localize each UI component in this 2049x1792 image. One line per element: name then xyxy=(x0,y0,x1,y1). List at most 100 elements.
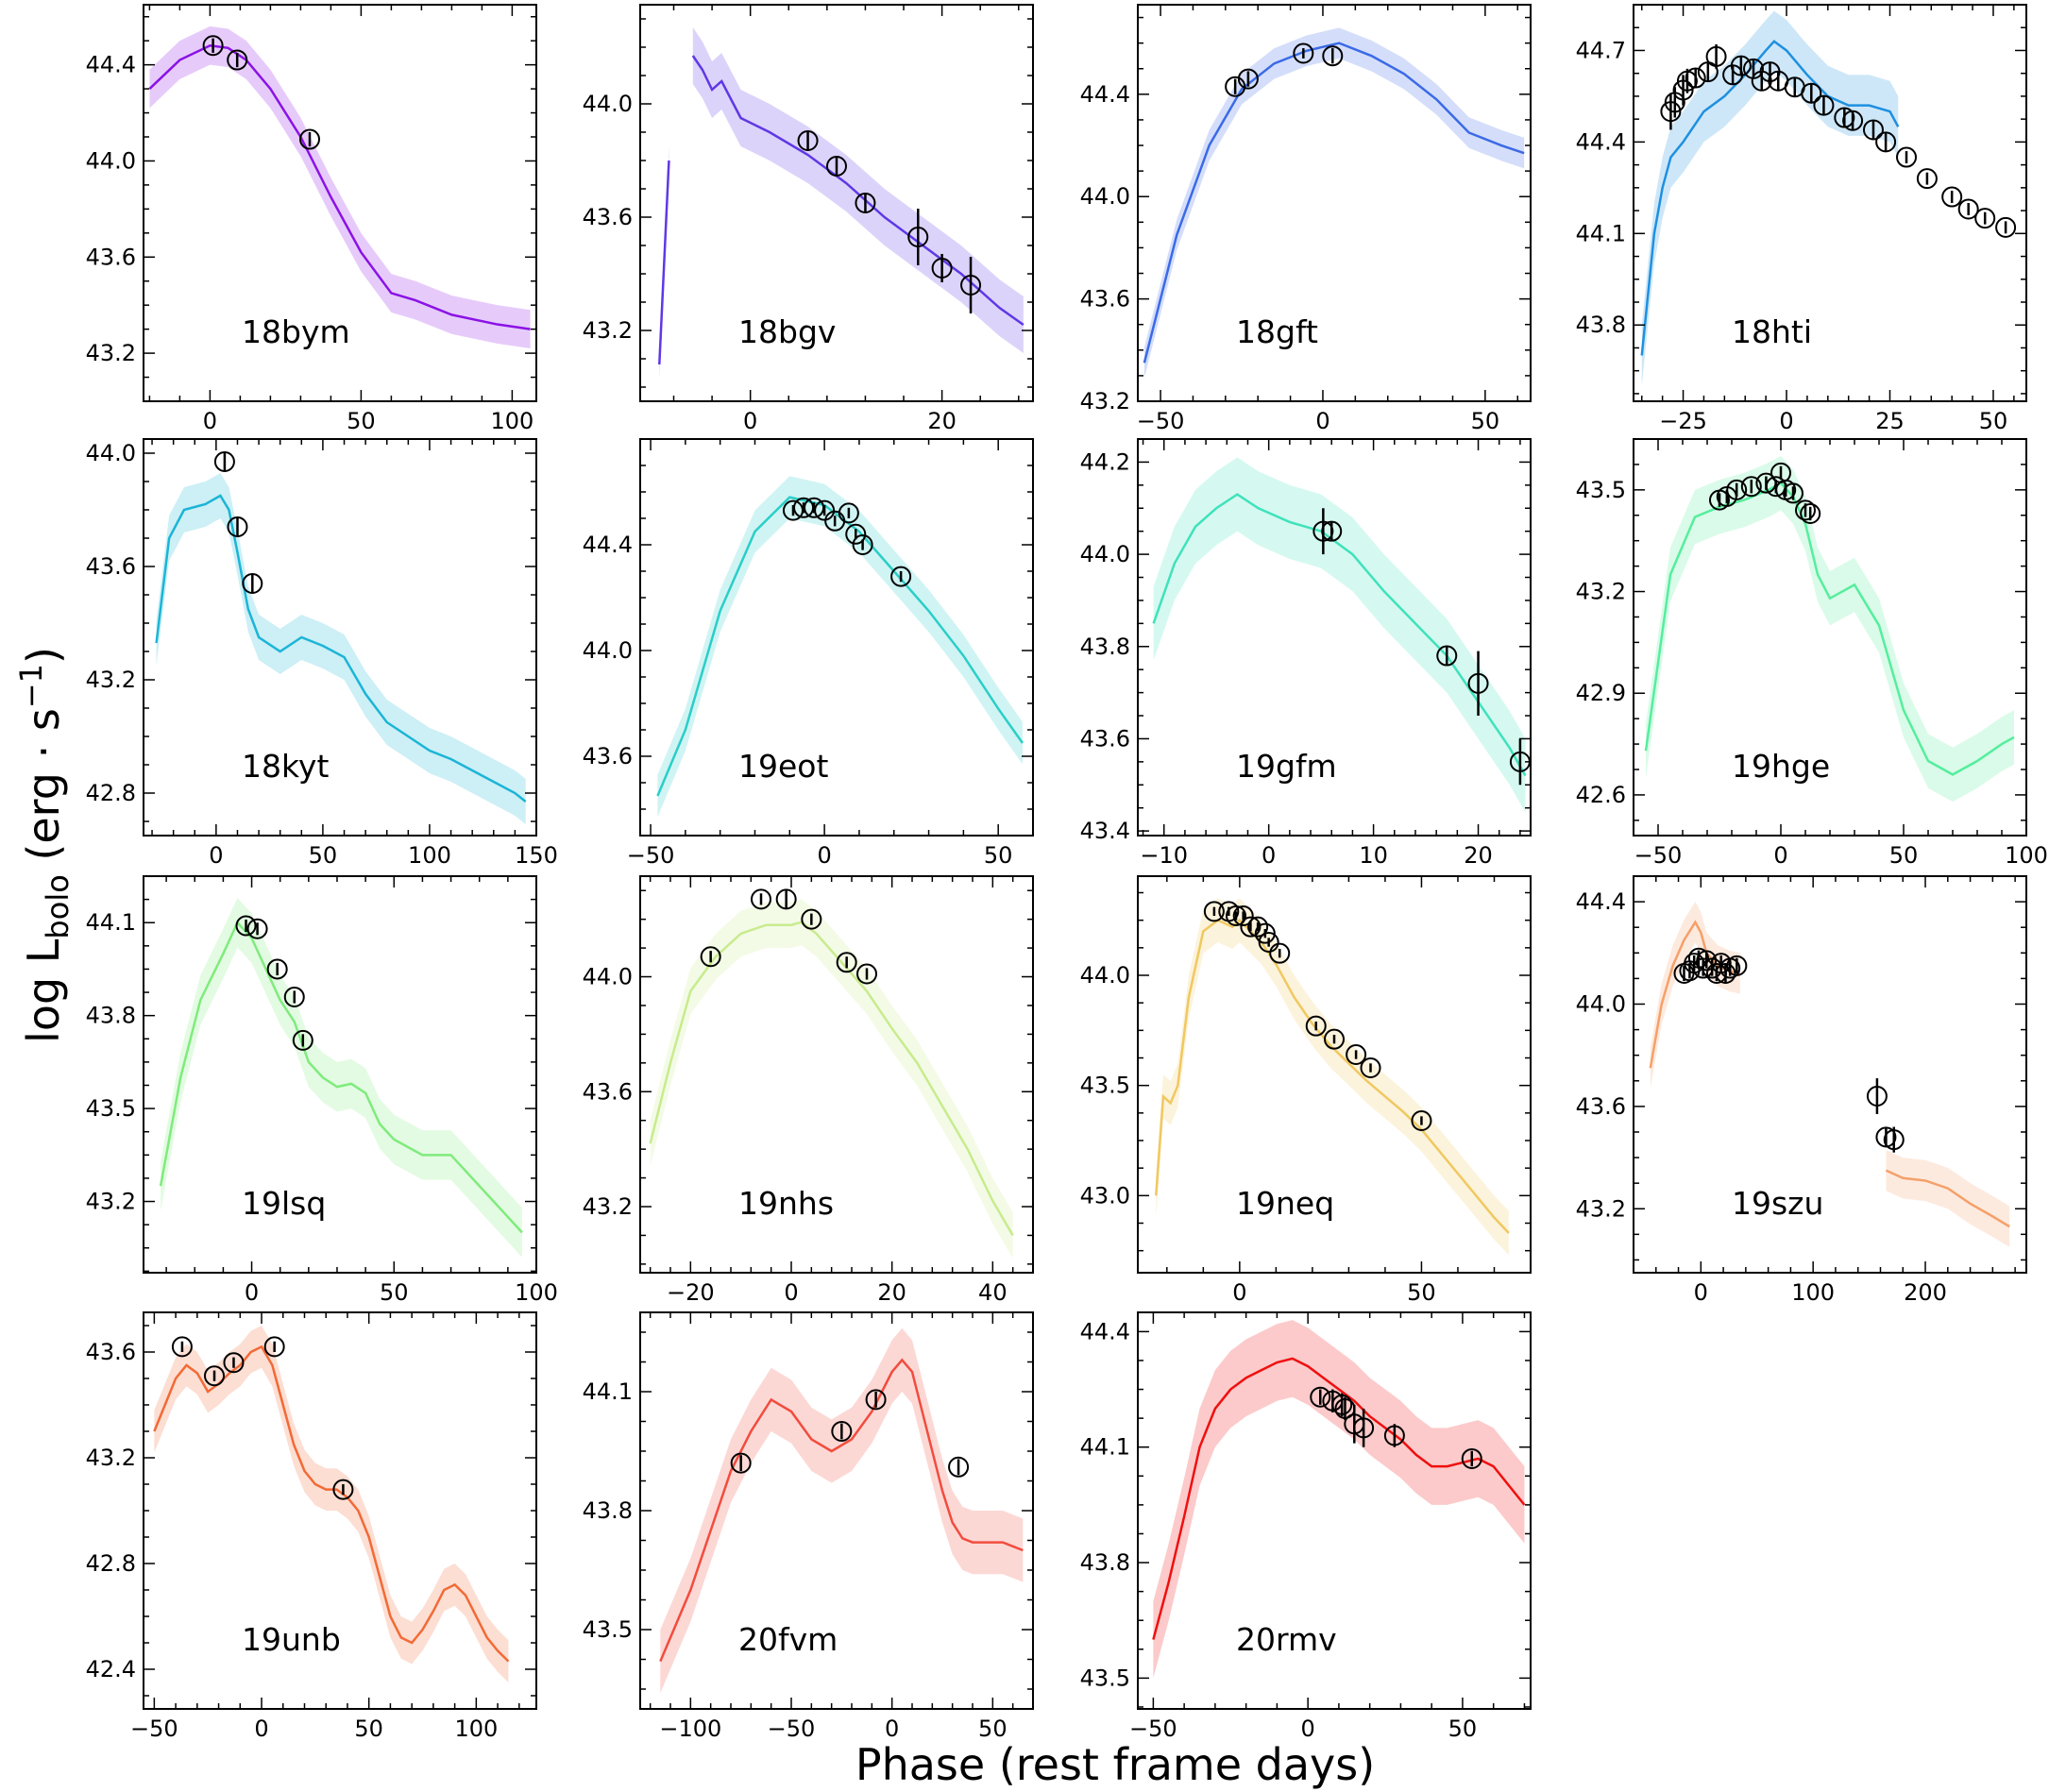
data-point xyxy=(1436,645,1458,667)
data-point xyxy=(332,1479,354,1500)
model-band xyxy=(692,27,1024,353)
panel-19hge: −50 0 50 100 42.6 42.9 43.2 43.5 19hge xyxy=(1576,438,2048,869)
data-point xyxy=(730,1452,752,1474)
y-tick-label: 42.9 xyxy=(1576,680,1626,706)
x-tick-label: −50 xyxy=(1129,1716,1177,1742)
model-band xyxy=(657,476,1023,818)
axes-frame xyxy=(639,875,1034,1274)
x-tick-label: 50 xyxy=(1979,408,2008,434)
data-point xyxy=(1862,119,1884,141)
plot-area xyxy=(656,476,1024,818)
model-band xyxy=(1650,902,1740,1089)
y-tick-label: 43.2 xyxy=(86,1445,136,1471)
x-tick-label: −25 xyxy=(1659,408,1707,434)
data-point xyxy=(1240,916,1262,938)
model-band xyxy=(1153,1320,1525,1679)
model-line xyxy=(659,1358,1024,1663)
x-tick-label: 0 xyxy=(1232,1279,1246,1306)
data-point xyxy=(1957,198,1979,220)
x-tick-label: −20 xyxy=(667,1279,715,1306)
data-point xyxy=(1916,168,1938,190)
y-tick-label: 44.1 xyxy=(86,909,136,936)
x-tick-label: 20 xyxy=(1464,842,1493,869)
x-tick-label: 0 xyxy=(1262,842,1276,869)
y-tick-label: 44.0 xyxy=(86,440,136,466)
panel-title: 19eot xyxy=(738,748,828,785)
data-point xyxy=(235,915,257,937)
model-late-line xyxy=(1885,1169,2010,1228)
data-point xyxy=(1726,955,1748,976)
y-tick-label: 43.5 xyxy=(86,1095,136,1122)
y-tick-label: 44.1 xyxy=(1080,1434,1130,1461)
model-early-line xyxy=(658,160,670,365)
y-tick-label: 42.8 xyxy=(86,780,136,806)
y-tick-label: 43.2 xyxy=(583,317,633,344)
data-point xyxy=(836,952,857,973)
data-point xyxy=(1322,45,1344,67)
data-point xyxy=(1795,499,1816,521)
panel-19gfm: −10 0 10 20 43.4 43.6 43.8 44.0 44.2 19gfm xyxy=(1080,438,1532,869)
model-band xyxy=(1143,27,1525,379)
plot-area xyxy=(1649,902,2010,1247)
x-tick-label: 50 xyxy=(1407,1279,1436,1306)
data-point xyxy=(907,227,929,247)
axes-frame xyxy=(1137,438,1532,837)
x-axis-label: Phase (rest frame days) xyxy=(855,1739,1375,1790)
axes-frame xyxy=(143,438,537,837)
data-point xyxy=(1353,1417,1375,1439)
panel-title: 18gft xyxy=(1236,313,1318,350)
plot-area xyxy=(649,888,1014,1259)
x-tick-label: 0 xyxy=(1301,1716,1315,1742)
data-point xyxy=(865,1389,887,1411)
axes-frame xyxy=(143,4,537,402)
plot-area xyxy=(659,1327,1024,1694)
panel-title: 19hge xyxy=(1732,748,1830,785)
y-tick-label: 43.6 xyxy=(583,1078,633,1105)
data-point xyxy=(1226,905,1246,926)
x-tick-label: 20 xyxy=(927,408,957,434)
y-tick-label: 44.0 xyxy=(1080,541,1130,567)
plot-area xyxy=(159,897,523,1258)
data-point xyxy=(1875,131,1897,153)
x-tick-label: 100 xyxy=(2005,842,2048,869)
svg-text:log Lbolo (erg · s−1): log Lbolo (erg · s−1) xyxy=(13,647,76,1043)
axes-frame xyxy=(1137,4,1532,402)
data-point xyxy=(1740,476,1762,498)
y-tick-label: 44.0 xyxy=(1576,990,1626,1017)
data-point xyxy=(826,156,847,177)
data-point xyxy=(1941,186,1963,208)
data-point xyxy=(1896,146,1918,168)
y-tick-label: 43.8 xyxy=(1080,634,1130,660)
y-tick-label: 44.4 xyxy=(583,532,633,558)
plot-area xyxy=(1152,1320,1526,1679)
data-point xyxy=(1685,67,1706,89)
data-point xyxy=(246,918,268,939)
y-tick-label: 43.2 xyxy=(1080,388,1130,414)
y-tick-label: 42.8 xyxy=(86,1550,136,1577)
x-tick-label: 50 xyxy=(347,408,376,434)
y-tick-label: 43.0 xyxy=(1080,1182,1130,1209)
panel-title: 18kyt xyxy=(242,748,329,785)
data-point xyxy=(948,1456,970,1478)
axes-frame xyxy=(639,4,1034,402)
plot-area xyxy=(1640,10,2017,386)
x-tick-label: 100 xyxy=(408,842,451,869)
data-point xyxy=(845,523,867,545)
x-tick-label: 50 xyxy=(984,842,1013,869)
x-tick-label: 50 xyxy=(1471,408,1500,434)
y-tick-label: 42.4 xyxy=(86,1656,136,1682)
data-point xyxy=(227,516,248,537)
data-point xyxy=(171,1336,193,1358)
y-tick-label: 43.5 xyxy=(1576,477,1626,503)
y-tick-label: 43.8 xyxy=(1080,1549,1130,1576)
data-point xyxy=(1310,1386,1331,1408)
y-tick-label: 43.6 xyxy=(1080,286,1130,313)
model-line xyxy=(1152,493,1527,777)
data-point xyxy=(1331,1394,1353,1415)
data-point xyxy=(751,888,771,910)
y-tick-label: 44.4 xyxy=(1576,888,1626,915)
y-tick-label: 43.5 xyxy=(583,1616,633,1643)
data-point xyxy=(1254,922,1276,944)
panel-20rmv: −50 0 50 43.5 43.8 44.1 44.4 20rmv xyxy=(1080,1311,1532,1742)
plot-area xyxy=(1152,457,1531,813)
